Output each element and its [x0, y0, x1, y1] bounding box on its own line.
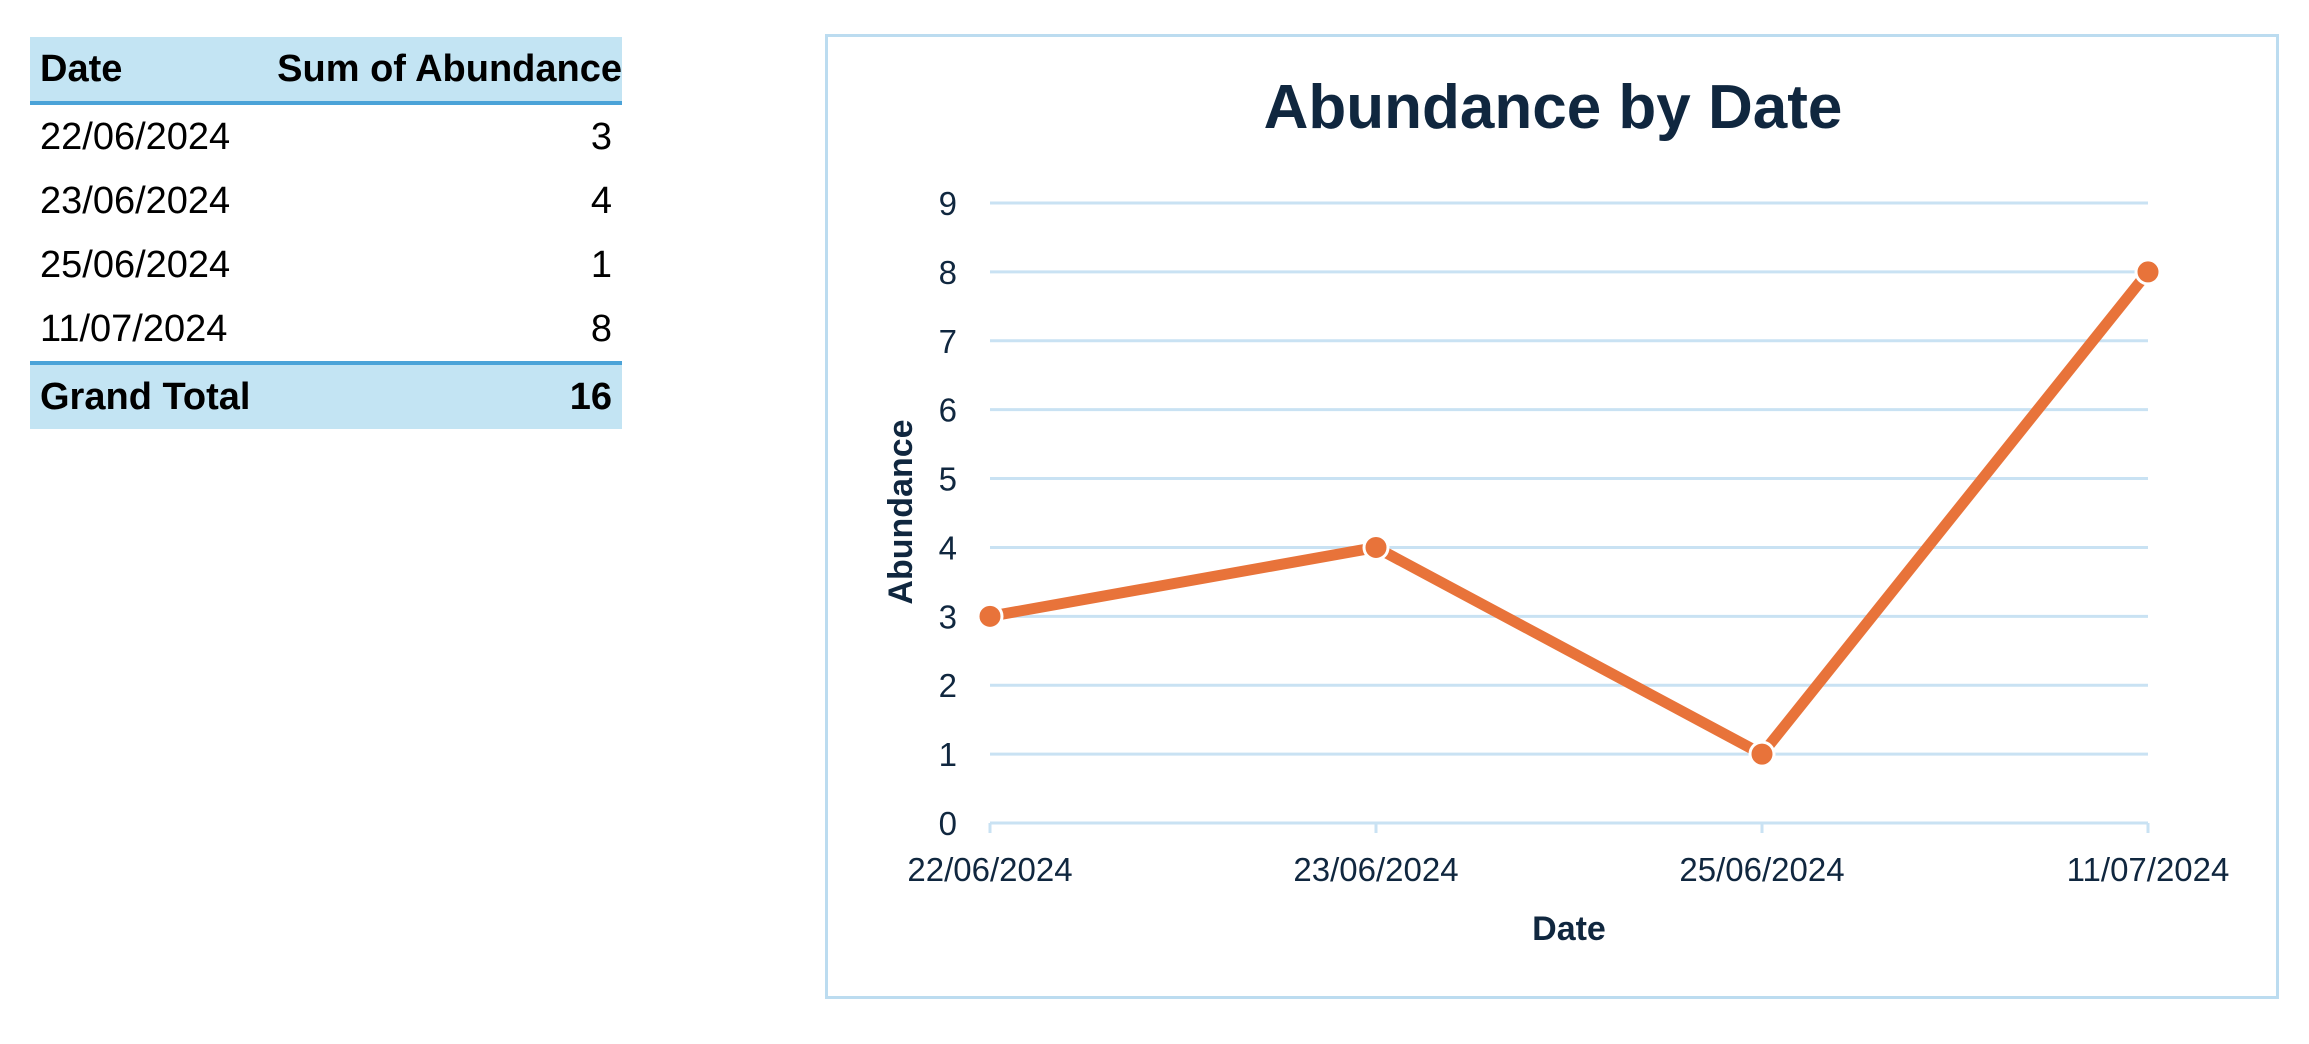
pivot-header-sum[interactable]: Sum of Abundance — [263, 37, 622, 105]
table-row[interactable]: 23/06/2024 4 — [30, 169, 622, 233]
row-date[interactable]: 23/06/2024 — [40, 180, 231, 222]
x-axis-ticks: 22/06/2024 23/06/2024 25/06/2024 11/07/2024 — [907, 823, 2229, 888]
y-tick-label: 3 — [939, 598, 957, 635]
data-point[interactable] — [1362, 533, 1390, 561]
pivot-header-date[interactable]: Date — [30, 37, 264, 105]
y-tick-label: 7 — [939, 323, 957, 360]
y-tick-label: 1 — [939, 736, 957, 773]
data-point[interactable] — [1748, 740, 1776, 768]
row-value[interactable]: 8 — [590, 308, 612, 350]
grand-total-row[interactable]: Grand Total 16 — [30, 361, 622, 429]
table-row[interactable]: 25/06/2024 1 — [30, 233, 622, 297]
y-axis-title[interactable]: Abundance — [882, 419, 920, 604]
y-tick-label: 6 — [939, 392, 957, 429]
x-tick-label: 11/07/2024 — [2067, 851, 2230, 888]
row-value[interactable]: 4 — [590, 180, 612, 222]
grand-total-label[interactable]: Grand Total — [30, 361, 264, 429]
data-point[interactable] — [976, 602, 1004, 630]
y-tick-label: 5 — [939, 461, 957, 498]
y-tick-label: 0 — [939, 805, 957, 842]
pivot-header-row: Date Sum of Abundance — [30, 37, 622, 105]
y-axis-ticks: 0 1 2 3 4 5 6 7 8 9 — [939, 185, 957, 842]
table-row[interactable]: 11/07/2024 8 — [30, 297, 622, 363]
chart-title[interactable]: Abundance by Date — [1264, 73, 1843, 142]
gridlines — [990, 201, 2148, 825]
row-value[interactable]: 1 — [590, 244, 612, 286]
x-tick-label: 23/06/2024 — [1293, 851, 1458, 888]
grand-total-value[interactable]: 16 — [263, 361, 622, 429]
x-axis-title[interactable]: Date — [1532, 910, 1606, 948]
series-group — [976, 258, 2162, 768]
series-line[interactable] — [984, 266, 2154, 760]
row-value[interactable]: 3 — [590, 116, 612, 158]
row-date[interactable]: 22/06/2024 — [40, 116, 231, 158]
pivot-table: Date Sum of Abundance 22/06/2024 3 23/06… — [30, 37, 622, 429]
y-tick-label: 8 — [939, 254, 957, 291]
y-tick-label: 2 — [939, 667, 957, 704]
x-tick-label: 22/06/2024 — [907, 851, 1072, 888]
row-date[interactable]: 25/06/2024 — [40, 244, 231, 286]
x-tick-label: 25/06/2024 — [1679, 851, 1844, 888]
data-point[interactable] — [2134, 258, 2162, 286]
y-tick-label: 4 — [939, 529, 957, 566]
row-date[interactable]: 11/07/2024 — [40, 308, 228, 350]
table-row[interactable]: 22/06/2024 3 — [30, 103, 622, 169]
y-tick-label: 9 — [939, 185, 957, 222]
